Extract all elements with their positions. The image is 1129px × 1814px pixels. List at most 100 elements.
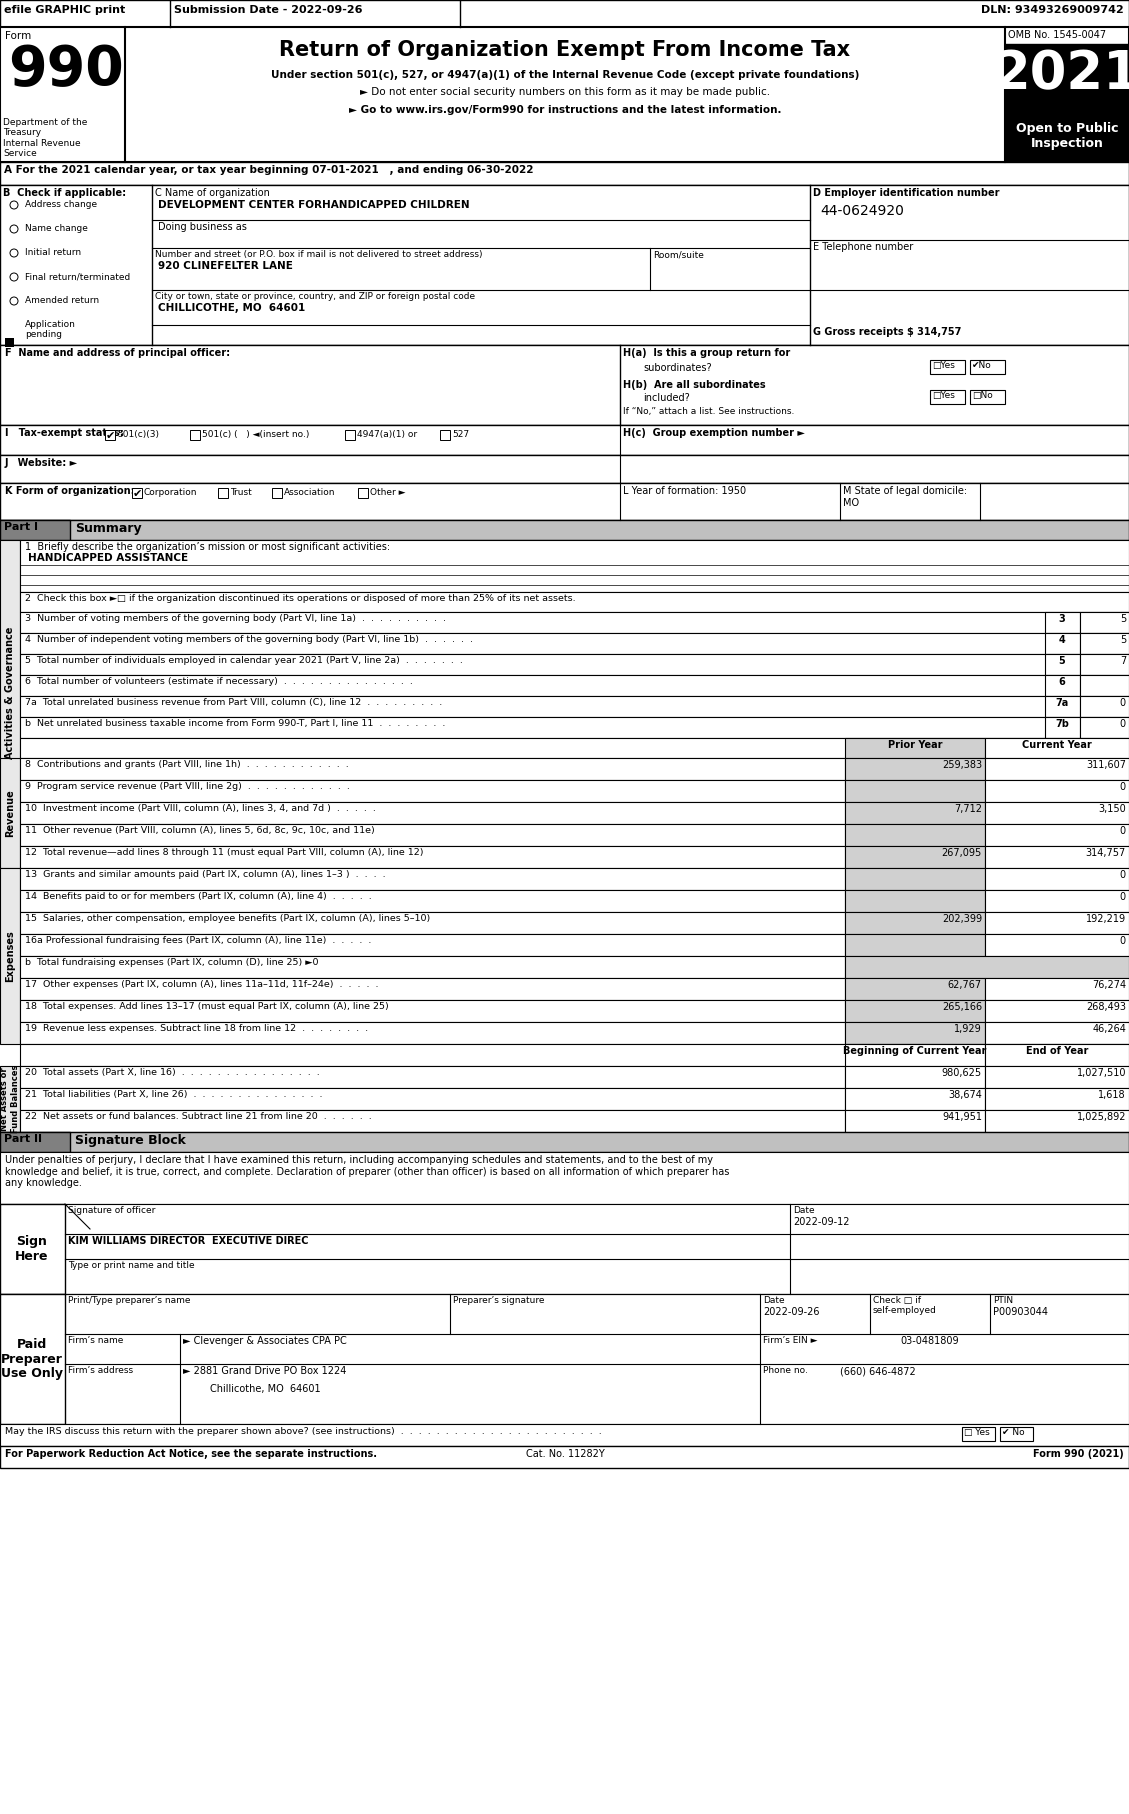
Text: Summary: Summary xyxy=(75,522,141,535)
Bar xyxy=(1080,675,1129,697)
Text: subordinates?: subordinates? xyxy=(644,363,711,374)
Text: 4  Number of independent voting members of the governing body (Part VI, line 1b): 4 Number of independent voting members o… xyxy=(25,635,473,644)
Bar xyxy=(984,802,1129,824)
Text: Address change: Address change xyxy=(25,200,97,209)
Text: C Name of organization: C Name of organization xyxy=(155,189,270,198)
Text: 16a Professional fundraising fees (Part IX, column (A), line 11e)  .  .  .  .  .: 16a Professional fundraising fees (Part … xyxy=(25,936,371,945)
Bar xyxy=(1045,697,1080,717)
Bar xyxy=(0,1424,1129,1446)
Text: 1,618: 1,618 xyxy=(1099,1090,1126,1099)
Text: Application: Application xyxy=(25,319,76,328)
Text: Activities & Governance: Activities & Governance xyxy=(5,628,15,760)
Text: L Year of formation: 1950: L Year of formation: 1950 xyxy=(623,486,746,495)
Text: Form: Form xyxy=(5,31,32,42)
Text: 980,625: 980,625 xyxy=(942,1068,982,1078)
Text: Trust: Trust xyxy=(230,488,252,497)
Bar xyxy=(844,1045,984,1067)
Text: 4947(a)(1) or: 4947(a)(1) or xyxy=(357,430,417,439)
Text: I   Tax-exempt status:: I Tax-exempt status: xyxy=(5,428,124,437)
Bar xyxy=(844,891,984,912)
Bar xyxy=(844,780,984,802)
Bar xyxy=(20,1067,844,1088)
Bar xyxy=(20,824,844,845)
Text: A For the 2021 calendar year, or tax year beginning 07-01-2021   , and ending 06: A For the 2021 calendar year, or tax yea… xyxy=(5,165,534,174)
Bar xyxy=(20,780,844,802)
Bar xyxy=(984,1110,1129,1132)
Bar xyxy=(0,483,1129,521)
Text: 259,383: 259,383 xyxy=(942,760,982,769)
Text: Doing business as: Doing business as xyxy=(158,221,247,232)
Text: H(a)  Is this a group return for: H(a) Is this a group return for xyxy=(623,348,790,357)
Bar xyxy=(844,845,984,869)
Text: M State of legal domicile:
MO: M State of legal domicile: MO xyxy=(843,486,968,508)
Bar xyxy=(844,1110,984,1132)
Bar xyxy=(20,697,1129,717)
Text: □No: □No xyxy=(972,392,992,401)
Text: Part I: Part I xyxy=(5,522,38,532)
Bar xyxy=(132,488,142,499)
Text: Department of the
Treasury
Internal Revenue
Service: Department of the Treasury Internal Reve… xyxy=(3,118,87,158)
Text: Beginning of Current Year: Beginning of Current Year xyxy=(843,1047,987,1056)
Text: May the IRS discuss this return with the preparer shown above? (see instructions: May the IRS discuss this return with the… xyxy=(5,1428,602,1437)
Text: b  Total fundraising expenses (Part IX, column (D), line 25) ►0: b Total fundraising expenses (Part IX, c… xyxy=(25,958,318,967)
Bar xyxy=(0,1204,65,1293)
Text: Preparer’s signature: Preparer’s signature xyxy=(453,1295,544,1304)
Text: 268,493: 268,493 xyxy=(1086,1001,1126,1012)
Bar xyxy=(0,1204,1129,1293)
Text: 0: 0 xyxy=(1120,825,1126,836)
Bar xyxy=(20,845,844,869)
Text: □Yes: □Yes xyxy=(933,392,955,401)
Bar xyxy=(984,845,1129,869)
Text: Part II: Part II xyxy=(5,1134,42,1145)
Bar xyxy=(844,1000,984,1021)
Text: 5  Total number of individuals employed in calendar year 2021 (Part V, line 2a) : 5 Total number of individuals employed i… xyxy=(25,657,463,666)
Text: PTIN: PTIN xyxy=(994,1295,1013,1304)
Text: Revenue: Revenue xyxy=(5,789,15,836)
Circle shape xyxy=(10,297,18,305)
Text: Sign
Here: Sign Here xyxy=(16,1235,49,1263)
Text: 8  Contributions and grants (Part VIII, line 1h)  .  .  .  .  .  .  .  .  .  .  : 8 Contributions and grants (Part VIII, l… xyxy=(25,760,349,769)
Bar xyxy=(984,869,1129,891)
Circle shape xyxy=(10,249,18,258)
Bar xyxy=(1045,633,1080,655)
Text: 9  Program service revenue (Part VIII, line 2g)  .  .  .  .  .  .  .  .  .  .  .: 9 Program service revenue (Part VIII, li… xyxy=(25,782,350,791)
Bar xyxy=(984,1045,1129,1067)
Bar xyxy=(20,1000,844,1021)
Text: Name change: Name change xyxy=(25,223,88,232)
Bar xyxy=(984,1000,1129,1021)
Bar xyxy=(844,1088,984,1110)
Text: 1,025,892: 1,025,892 xyxy=(1076,1112,1126,1123)
Text: E Telephone number: E Telephone number xyxy=(813,241,913,252)
Text: City or town, state or province, country, and ZIP or foreign postal code: City or town, state or province, country… xyxy=(155,292,475,301)
Bar xyxy=(20,738,1129,758)
Bar xyxy=(20,633,1129,655)
Text: 4: 4 xyxy=(1059,635,1066,646)
Text: 6: 6 xyxy=(1059,677,1066,688)
Bar xyxy=(984,912,1129,934)
Bar xyxy=(20,956,844,978)
Text: P00903044: P00903044 xyxy=(994,1308,1048,1317)
Bar xyxy=(844,1067,984,1088)
Text: G Gross receipts $ 314,757: G Gross receipts $ 314,757 xyxy=(813,327,962,337)
Text: 7a  Total unrelated business revenue from Part VIII, column (C), line 12  .  .  : 7a Total unrelated business revenue from… xyxy=(25,698,443,707)
Text: 76,274: 76,274 xyxy=(1092,980,1126,990)
Bar xyxy=(0,521,70,541)
Text: ✔: ✔ xyxy=(133,490,142,499)
Bar xyxy=(0,869,20,1045)
Text: 7a: 7a xyxy=(1056,698,1069,707)
Text: 2022-09-12: 2022-09-12 xyxy=(793,1217,849,1226)
Text: Chillicothe, MO  64601: Chillicothe, MO 64601 xyxy=(210,1384,321,1393)
Text: 311,607: 311,607 xyxy=(1086,760,1126,769)
Text: 3  Number of voting members of the governing body (Part VI, line 1a)  .  .  .  .: 3 Number of voting members of the govern… xyxy=(25,613,446,622)
Bar xyxy=(1045,717,1080,738)
Bar xyxy=(0,27,1129,161)
Bar xyxy=(0,1067,20,1132)
Text: H(c)  Group exemption number ►: H(c) Group exemption number ► xyxy=(623,428,805,437)
Bar xyxy=(0,1293,1129,1424)
Bar xyxy=(984,824,1129,845)
Text: ► Go to www.irs.gov/Form990 for instructions and the latest information.: ► Go to www.irs.gov/Form990 for instruct… xyxy=(349,105,781,114)
Text: 0: 0 xyxy=(1120,936,1126,945)
Bar xyxy=(984,738,1129,758)
Text: 5: 5 xyxy=(1120,635,1126,646)
Bar xyxy=(218,488,228,499)
